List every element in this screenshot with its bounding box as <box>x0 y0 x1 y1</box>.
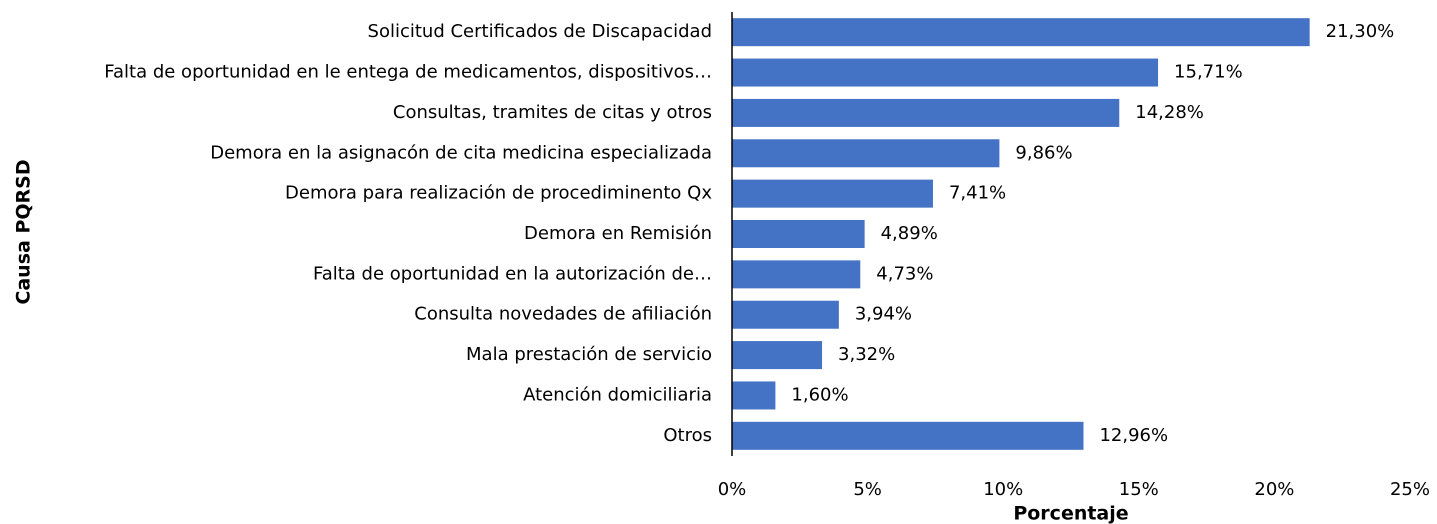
y-tick-label: Solicitud Certificados de Discapacidad <box>368 21 712 42</box>
bar <box>732 18 1310 47</box>
data-label: 21,30% <box>1326 21 1395 42</box>
y-axis-title: Causa PQRSD <box>13 159 35 304</box>
data-label: 12,96% <box>1099 425 1168 446</box>
x-tick-label: 10% <box>983 479 1023 500</box>
bar <box>732 300 839 329</box>
data-label: 1,60% <box>791 384 848 405</box>
bar <box>732 220 865 248</box>
bar <box>732 381 776 410</box>
x-tick-label: 0% <box>718 479 747 500</box>
data-label: 7,41% <box>949 183 1006 204</box>
data-label: 3,32% <box>838 344 895 365</box>
y-tick-label: Mala prestación de servicio <box>466 344 712 365</box>
y-tick-label: Demora para realización de procediminent… <box>285 183 712 204</box>
data-label: 9,86% <box>1015 142 1072 163</box>
data-label: 14,28% <box>1135 102 1204 123</box>
bar <box>732 341 823 370</box>
bar <box>732 139 1000 168</box>
bar <box>732 260 861 289</box>
y-tick-label: Consultas, tramites de citas y otros <box>393 102 712 123</box>
data-label: 4,73% <box>876 263 933 284</box>
x-tick-label: 5% <box>853 479 882 500</box>
data-label: 4,89% <box>881 223 938 244</box>
x-tick-label: 15% <box>1119 479 1159 500</box>
bar <box>732 58 1159 87</box>
y-tick-label: Otros <box>663 425 712 446</box>
x-tick-label: 25% <box>1390 479 1430 500</box>
y-tick-label: Falta de oportunidad en la autorización … <box>313 263 712 284</box>
x-tick-label: 20% <box>1254 479 1294 500</box>
y-tick-label: Consulta novedades de afiliación <box>414 304 712 325</box>
x-axis-title: Porcentaje <box>1013 503 1128 524</box>
y-tick-label: Demora en Remisión <box>524 223 712 244</box>
bar <box>732 179 933 208</box>
y-tick-label: Demora en la asignacón de cita medicina … <box>210 142 712 163</box>
bar <box>732 421 1084 450</box>
bar <box>732 98 1120 127</box>
y-tick-label: Atención domiciliaria <box>523 384 712 405</box>
y-tick-label: Falta de oportunidad en le entega de med… <box>104 62 712 83</box>
data-label: 15,71% <box>1174 62 1243 83</box>
data-label: 3,94% <box>855 304 912 325</box>
